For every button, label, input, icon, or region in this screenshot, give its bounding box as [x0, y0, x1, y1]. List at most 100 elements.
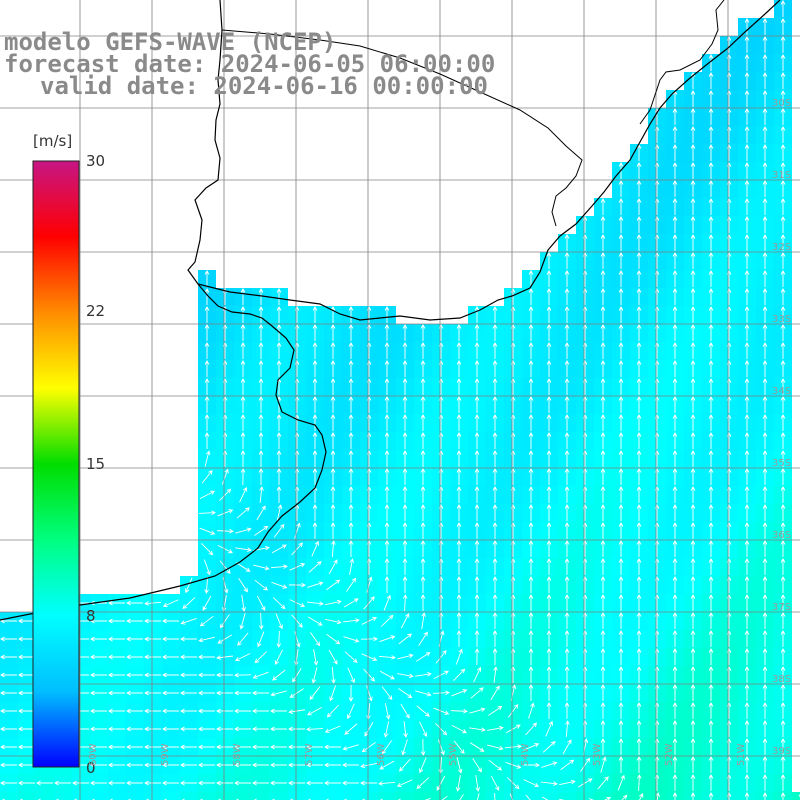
wind-arrow: [744, 54, 750, 71]
wind-arrow: [528, 558, 534, 575]
wind-arrow: [505, 761, 522, 769]
wind-arrow: [564, 630, 570, 647]
wind-arrow: [18, 636, 35, 642]
wind-arrow: [274, 649, 284, 665]
wind-arrow: [780, 648, 786, 665]
wind-arrow: [420, 486, 426, 503]
wind-arrow: [618, 306, 624, 323]
wind-arrow: [416, 777, 430, 790]
wind-arrow: [780, 72, 786, 89]
wind-arrow: [780, 684, 786, 701]
wind-arrow: [780, 0, 786, 17]
wind-arrow: [672, 396, 678, 413]
wind-arrow: [204, 306, 210, 323]
wind-cell: [198, 792, 216, 800]
wind-arrow: [708, 324, 714, 341]
wind-arrow: [708, 108, 714, 125]
wind-arrow: [492, 504, 498, 521]
wind-arrow: [126, 636, 143, 642]
wind-cell: [126, 792, 144, 800]
coastline-main: [0, 0, 327, 621]
wind-arrow: [672, 684, 678, 701]
wind-arrow: [672, 504, 678, 521]
wind-arrow: [708, 414, 714, 431]
wind-arrow: [780, 612, 786, 629]
wind-cell: [540, 792, 558, 800]
wind-arrow: [780, 414, 786, 431]
lat-label: 38S: [772, 674, 792, 685]
wind-arrow: [240, 288, 246, 305]
wind-arrow: [18, 654, 35, 660]
wind-arrow: [690, 126, 696, 143]
wind-arrow: [600, 666, 606, 683]
wind-arrow: [240, 468, 246, 486]
coastline-inland: [221, 29, 583, 227]
wind-arrow: [708, 450, 714, 467]
wind-arrow: [180, 690, 197, 696]
wind-cell: [576, 792, 594, 800]
wind-arrow: [690, 270, 696, 287]
wind-arrow: [291, 614, 303, 628]
wind-arrow: [312, 360, 318, 377]
wind-arrow: [198, 708, 215, 714]
wind-arrow: [474, 558, 480, 575]
wind-arrow: [564, 270, 570, 287]
wind-arrow: [636, 486, 642, 503]
wind-arrow: [108, 690, 125, 696]
wind-arrow: [258, 414, 264, 431]
wind-arrow: [216, 690, 233, 696]
wind-arrow: [708, 270, 714, 287]
wind-arrow: [144, 654, 161, 660]
wind-arrow: [361, 653, 378, 661]
wind-arrow: [436, 775, 446, 791]
wind-arrow: [690, 486, 696, 503]
wind-arrow: [600, 306, 606, 323]
wind-arrow: [180, 780, 197, 786]
wind-arrow: [330, 324, 336, 341]
wind-arrow: [90, 708, 107, 714]
wind-arrow: [456, 540, 462, 557]
wind-arrow: [126, 690, 143, 696]
wind-arrow: [330, 342, 336, 359]
wind-arrow: [312, 306, 318, 323]
wind-arrow: [744, 288, 750, 305]
wind-arrow: [744, 486, 750, 503]
wind-arrow: [564, 342, 570, 359]
wind-arrow: [384, 378, 390, 395]
wind-arrow: [328, 649, 338, 665]
wind-cell: [90, 792, 108, 800]
wind-arrow: [639, 793, 644, 800]
wind-arrow: [708, 792, 714, 800]
coastline-plata-north: [197, 0, 781, 321]
wind-arrow: [312, 378, 318, 395]
wind-arrow: [254, 651, 268, 664]
wind-arrow: [744, 612, 750, 629]
wind-arrow: [402, 594, 408, 612]
wind-arrow: [234, 780, 251, 786]
wind-arrow: [240, 378, 246, 395]
wind-cell: [216, 792, 234, 800]
wind-arrow: [487, 744, 504, 751]
wind-arrow: [762, 108, 768, 125]
wind-arrow: [528, 450, 534, 467]
wind-arrow: [0, 690, 17, 696]
wind-arrow: [528, 504, 534, 521]
wind-arrow: [600, 684, 606, 701]
wind-arrow: [420, 522, 426, 539]
wind-arrow: [344, 723, 358, 735]
wind-arrow: [456, 378, 462, 395]
wind-arrow: [762, 342, 768, 359]
wind-cell: [504, 792, 522, 800]
wind-arrow: [311, 667, 318, 684]
wind-arrow: [597, 776, 609, 790]
wind-arrow: [564, 558, 570, 575]
wind-arrow: [492, 360, 498, 377]
wind-arrow: [257, 631, 265, 648]
colorbar-unit: [m/s]: [33, 132, 73, 150]
wind-arrow: [618, 450, 624, 467]
wind-arrow: [348, 324, 354, 341]
wind-cell: [180, 792, 198, 800]
wind-arrow: [546, 342, 552, 359]
wind-arrow: [636, 288, 642, 305]
wind-arrow: [402, 450, 408, 467]
